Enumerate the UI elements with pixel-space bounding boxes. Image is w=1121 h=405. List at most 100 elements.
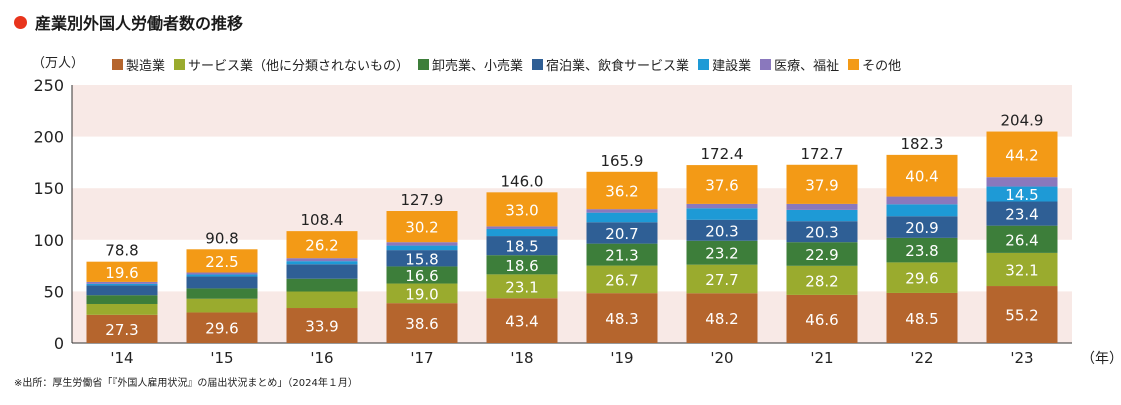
bar-segment: [686, 240, 758, 265]
bar-segment: [386, 211, 458, 243]
data-label: 28.2: [805, 272, 838, 290]
data-label: 26.2: [305, 237, 338, 255]
bar-segment: [486, 226, 558, 229]
bar-segment: [486, 228, 558, 237]
data-label: 46.6: [805, 311, 838, 329]
total-label: 146.0: [501, 172, 544, 190]
data-label: 18.5: [505, 238, 538, 256]
data-label: 55.2: [1005, 307, 1038, 325]
bar-segment: [286, 308, 358, 343]
legend-item: 製造業: [112, 55, 165, 74]
legend-swatch: [112, 59, 123, 70]
y-axis-unit-label: （万人）: [32, 56, 85, 71]
total-label: 127.9: [401, 191, 444, 209]
bar-segment: [886, 196, 958, 205]
x-tick-label: '22: [910, 349, 933, 367]
bar-segment: [386, 242, 458, 246]
x-tick-label: '16: [310, 349, 333, 367]
data-label: 26.7: [605, 271, 638, 289]
bar-segment: [286, 278, 358, 292]
legend-label: 医療、福祉: [774, 59, 840, 74]
legend-item: その他: [848, 55, 901, 74]
bar-segment: [186, 312, 258, 343]
bar-segment: [886, 216, 958, 238]
bar-segment: [686, 219, 758, 241]
data-label: 30.2: [405, 219, 438, 237]
bar-segment: [186, 298, 258, 313]
bar-segment: [86, 261, 158, 282]
bar-segment: [786, 164, 858, 204]
bar-segment: [586, 293, 658, 343]
total-label: 172.4: [701, 145, 744, 163]
data-label: 19.0: [405, 285, 438, 303]
bar-segment: [386, 245, 458, 251]
legend-item: 卸売業、小売業: [418, 55, 523, 74]
data-label: 37.9: [805, 176, 838, 194]
bullet-dot-icon: [14, 15, 27, 29]
bar-segment: [786, 265, 858, 295]
bar-segment: [886, 204, 958, 217]
data-label: 26.4: [1005, 231, 1038, 249]
bar-segment: [986, 201, 1058, 226]
data-label: 23.4: [1005, 206, 1038, 224]
data-label: 20.3: [805, 224, 838, 242]
data-label: 29.6: [205, 320, 238, 338]
legend-label: 製造業: [126, 59, 166, 74]
bar-segment: [386, 283, 458, 304]
bar-segment: [86, 283, 158, 286]
bar-segment: [886, 237, 958, 263]
total-label: 172.7: [801, 145, 844, 163]
legend-label: 建設業: [712, 59, 752, 74]
data-label: 20.3: [705, 222, 738, 240]
bar-segment: [886, 154, 958, 197]
bar-segment: [786, 242, 858, 266]
data-label: 18.6: [505, 257, 538, 275]
data-label: 48.5: [905, 310, 938, 328]
bar-segment: [286, 231, 358, 259]
legend-item: 宿泊業、飲食サービス業: [532, 55, 689, 74]
total-label: 108.4: [301, 211, 344, 229]
y-tick-label: 200: [33, 128, 64, 147]
y-tick-label: 50: [44, 282, 64, 301]
bar-segment: [286, 291, 358, 309]
legend-swatch: [698, 59, 710, 70]
data-label: 36.2: [605, 182, 638, 200]
legend-swatch: [174, 59, 186, 70]
x-tick-label: '21: [810, 349, 833, 367]
title-row: 産業別外国人労働者数の推移: [14, 10, 243, 34]
bar-segment: [86, 303, 158, 315]
data-label: 38.6: [405, 315, 438, 333]
bar-segment: [586, 243, 658, 266]
bar-segment: [786, 294, 858, 343]
bar-segment: [586, 212, 658, 223]
bar-segment: [286, 264, 358, 279]
y-tick-label: 250: [33, 76, 64, 95]
bar-segment: [986, 252, 1058, 287]
bar-segment: [686, 203, 758, 209]
data-label: 21.3: [605, 247, 638, 265]
legend-item: サービス業（他に分類されないもの）: [174, 55, 409, 74]
data-label: 27.3: [105, 321, 138, 339]
bar-segment: [686, 165, 758, 204]
bar-segment: [586, 209, 658, 213]
data-label: 15.8: [405, 250, 438, 268]
bar-segment: [386, 303, 458, 343]
total-label: 204.9: [1001, 112, 1044, 130]
data-label: 43.4: [505, 313, 538, 331]
x-tick-label: '20: [710, 349, 733, 367]
data-label: 32.1: [1005, 261, 1038, 279]
legend: 製造業 サービス業（他に分類されないもの） 卸売業、小売業 宿泊業、飲食サービス業 建設…: [112, 55, 910, 74]
x-tick-label: '19: [610, 349, 633, 367]
x-tick-label: '17: [410, 349, 433, 367]
data-label: 44.2: [1005, 146, 1038, 164]
data-label: 27.7: [705, 271, 738, 289]
bar-segment: [286, 258, 358, 262]
bar-segment: [586, 171, 658, 210]
data-label: 48.2: [705, 310, 738, 328]
x-tick-label: '23: [1010, 349, 1033, 367]
bar-segment: [486, 298, 558, 343]
data-label: 16.6: [405, 267, 438, 285]
total-label: 182.3: [901, 135, 944, 153]
legend-item: 医療、福祉: [760, 55, 839, 74]
